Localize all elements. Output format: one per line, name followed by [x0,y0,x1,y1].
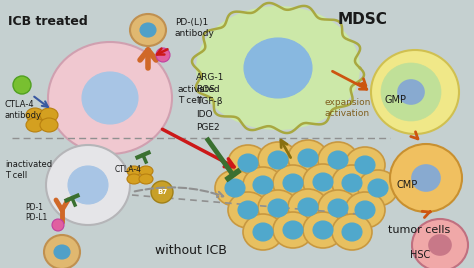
Ellipse shape [332,165,372,201]
Text: PD-1: PD-1 [25,203,43,211]
Text: expansion
activation: expansion activation [325,98,371,118]
Ellipse shape [412,165,440,191]
Ellipse shape [253,223,273,241]
Ellipse shape [298,149,318,167]
Ellipse shape [381,63,441,121]
Ellipse shape [127,174,141,184]
Ellipse shape [313,173,333,191]
Ellipse shape [243,214,283,250]
Text: PD-L1: PD-L1 [25,214,47,222]
Ellipse shape [371,50,459,134]
Ellipse shape [332,214,372,250]
Ellipse shape [318,190,358,226]
Ellipse shape [127,166,141,176]
Text: activated
T cell: activated T cell [178,85,220,105]
Ellipse shape [398,80,424,104]
Ellipse shape [253,176,273,194]
Ellipse shape [412,219,468,268]
Ellipse shape [139,174,153,184]
Ellipse shape [26,118,44,132]
Ellipse shape [40,108,58,122]
Ellipse shape [358,170,398,206]
Ellipse shape [303,212,343,248]
Text: tumor cells: tumor cells [388,225,450,235]
Ellipse shape [328,199,348,217]
Ellipse shape [273,165,313,201]
Ellipse shape [244,38,312,98]
Ellipse shape [273,212,313,248]
Circle shape [156,48,170,62]
Circle shape [151,181,173,203]
Ellipse shape [13,76,31,94]
Text: CTLA-4
antibody: CTLA-4 antibody [5,100,42,120]
Ellipse shape [215,170,255,206]
Ellipse shape [68,166,108,204]
Ellipse shape [268,151,288,169]
Text: MDSC: MDSC [338,12,388,27]
Circle shape [52,219,64,231]
Ellipse shape [140,23,156,37]
Ellipse shape [44,235,80,268]
Ellipse shape [258,190,298,226]
Ellipse shape [355,156,375,174]
Ellipse shape [345,192,385,228]
Ellipse shape [48,42,172,154]
Ellipse shape [243,167,283,203]
Ellipse shape [228,145,268,181]
Ellipse shape [283,221,303,239]
Text: CMP: CMP [397,180,418,190]
Ellipse shape [298,198,318,216]
Text: B7: B7 [157,189,167,195]
Ellipse shape [258,142,298,178]
Ellipse shape [26,108,44,122]
Text: CTLA-4: CTLA-4 [115,166,142,174]
Ellipse shape [328,151,348,169]
Text: HSC: HSC [410,250,430,260]
Ellipse shape [238,201,258,219]
Ellipse shape [268,199,288,217]
Ellipse shape [355,201,375,219]
Text: PD-(L)1
antibody: PD-(L)1 antibody [175,18,215,38]
Ellipse shape [54,245,70,259]
Ellipse shape [313,221,333,239]
Text: ARG-1
ROS
TGF-β
IDO
PGE2: ARG-1 ROS TGF-β IDO PGE2 [196,73,224,132]
Ellipse shape [288,189,328,225]
Text: ICB treated: ICB treated [8,15,88,28]
Ellipse shape [283,174,303,192]
Ellipse shape [196,6,360,130]
Text: inactivated
T cell: inactivated T cell [5,160,52,180]
Ellipse shape [139,166,153,176]
Ellipse shape [225,179,245,197]
Ellipse shape [318,142,358,178]
Ellipse shape [40,118,58,132]
Ellipse shape [368,179,388,197]
Ellipse shape [303,164,343,200]
Ellipse shape [288,140,328,176]
Ellipse shape [130,14,166,46]
Ellipse shape [390,144,462,212]
Text: GMP: GMP [385,95,407,105]
Ellipse shape [238,154,258,172]
Ellipse shape [345,147,385,183]
Ellipse shape [46,145,130,225]
Ellipse shape [228,192,268,228]
Ellipse shape [82,72,138,124]
Ellipse shape [342,223,362,241]
Ellipse shape [429,235,451,255]
Text: without ICB: without ICB [155,244,227,256]
Ellipse shape [342,174,362,192]
